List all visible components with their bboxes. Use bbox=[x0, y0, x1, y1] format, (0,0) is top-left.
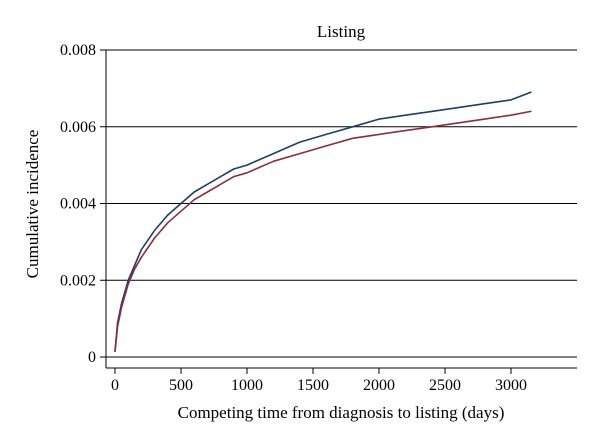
y-axis-label: Cumulative incidence bbox=[23, 130, 42, 279]
x-tick-label: 3000 bbox=[495, 377, 527, 394]
y-tick-label: 0.004 bbox=[60, 196, 96, 213]
y-axis-ticks: 0 0.002 0.004 0.006 0.008 bbox=[60, 42, 106, 366]
x-tick-label: 1500 bbox=[297, 377, 329, 394]
chart-title: Listing bbox=[317, 22, 366, 41]
x-tick-label: 1000 bbox=[231, 377, 263, 394]
x-axis-label: Competing time from diagnosis to listing… bbox=[178, 403, 505, 422]
y-gridlines bbox=[106, 49, 577, 358]
x-tick-label: 2500 bbox=[429, 377, 461, 394]
x-tick-label: 500 bbox=[169, 377, 193, 394]
y-tick-label: 0.008 bbox=[60, 42, 96, 59]
y-tick-label: 0.006 bbox=[60, 119, 96, 136]
y-tick-label: 0.002 bbox=[60, 272, 96, 289]
x-tick-label: 0 bbox=[111, 377, 119, 394]
x-tick-label: 2000 bbox=[363, 377, 395, 394]
x-axis-ticks: 0 500 1000 1500 2000 2500 3000 bbox=[111, 368, 527, 394]
y-tick-label: 0 bbox=[88, 349, 96, 366]
series-lines bbox=[114, 91, 532, 353]
series-line-1 bbox=[114, 91, 532, 353]
series-line-2 bbox=[114, 110, 532, 353]
